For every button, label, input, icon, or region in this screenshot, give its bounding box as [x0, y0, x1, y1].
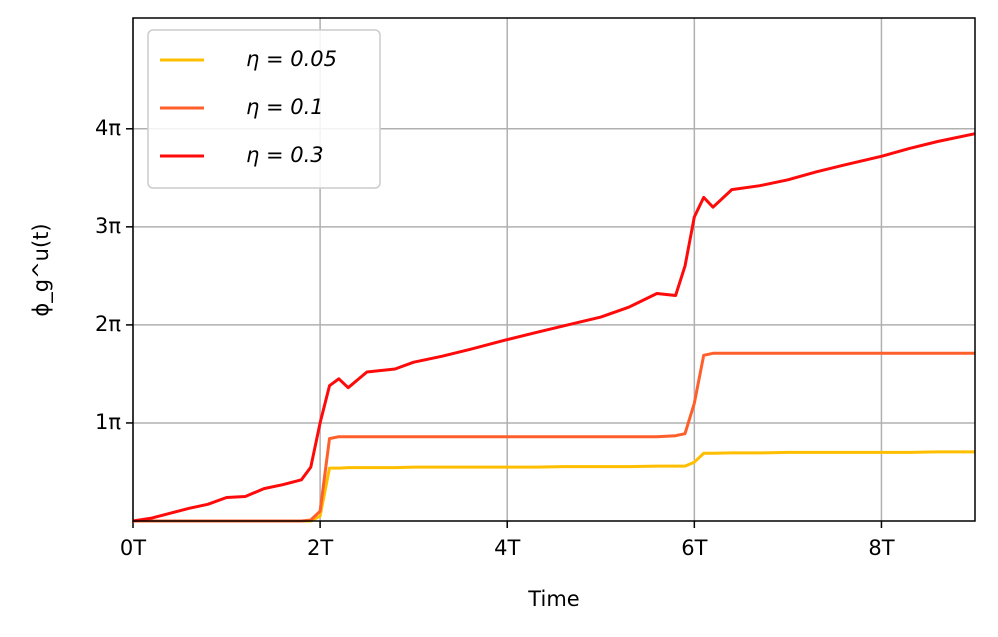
y-tick-label: 2π [95, 312, 121, 336]
x-tick-label: 4T [494, 536, 520, 560]
x-tick-label: 6T [681, 536, 707, 560]
y-tick-label: 3π [95, 214, 121, 238]
legend-box [147, 29, 381, 189]
legend-label: η = 0.3 [246, 143, 324, 167]
x-axis-label: Time [527, 587, 579, 611]
legend-label: η = 0.1 [246, 95, 324, 119]
data-line [133, 351, 975, 523]
x-tick-label: 8T [868, 536, 894, 560]
legend-label: η = 0.05 [246, 47, 337, 71]
x-tick-label: 2T [307, 536, 333, 560]
y-tick-label: 1π [95, 410, 121, 434]
x-tick-label: 0T [120, 536, 146, 560]
data-line [132, 132, 976, 523]
y-tick-label: 4π [95, 116, 121, 140]
data-line [133, 450, 975, 523]
plot-frame [132, 17, 976, 522]
y-axis-label: ϕ_g^u(t) [29, 223, 54, 316]
